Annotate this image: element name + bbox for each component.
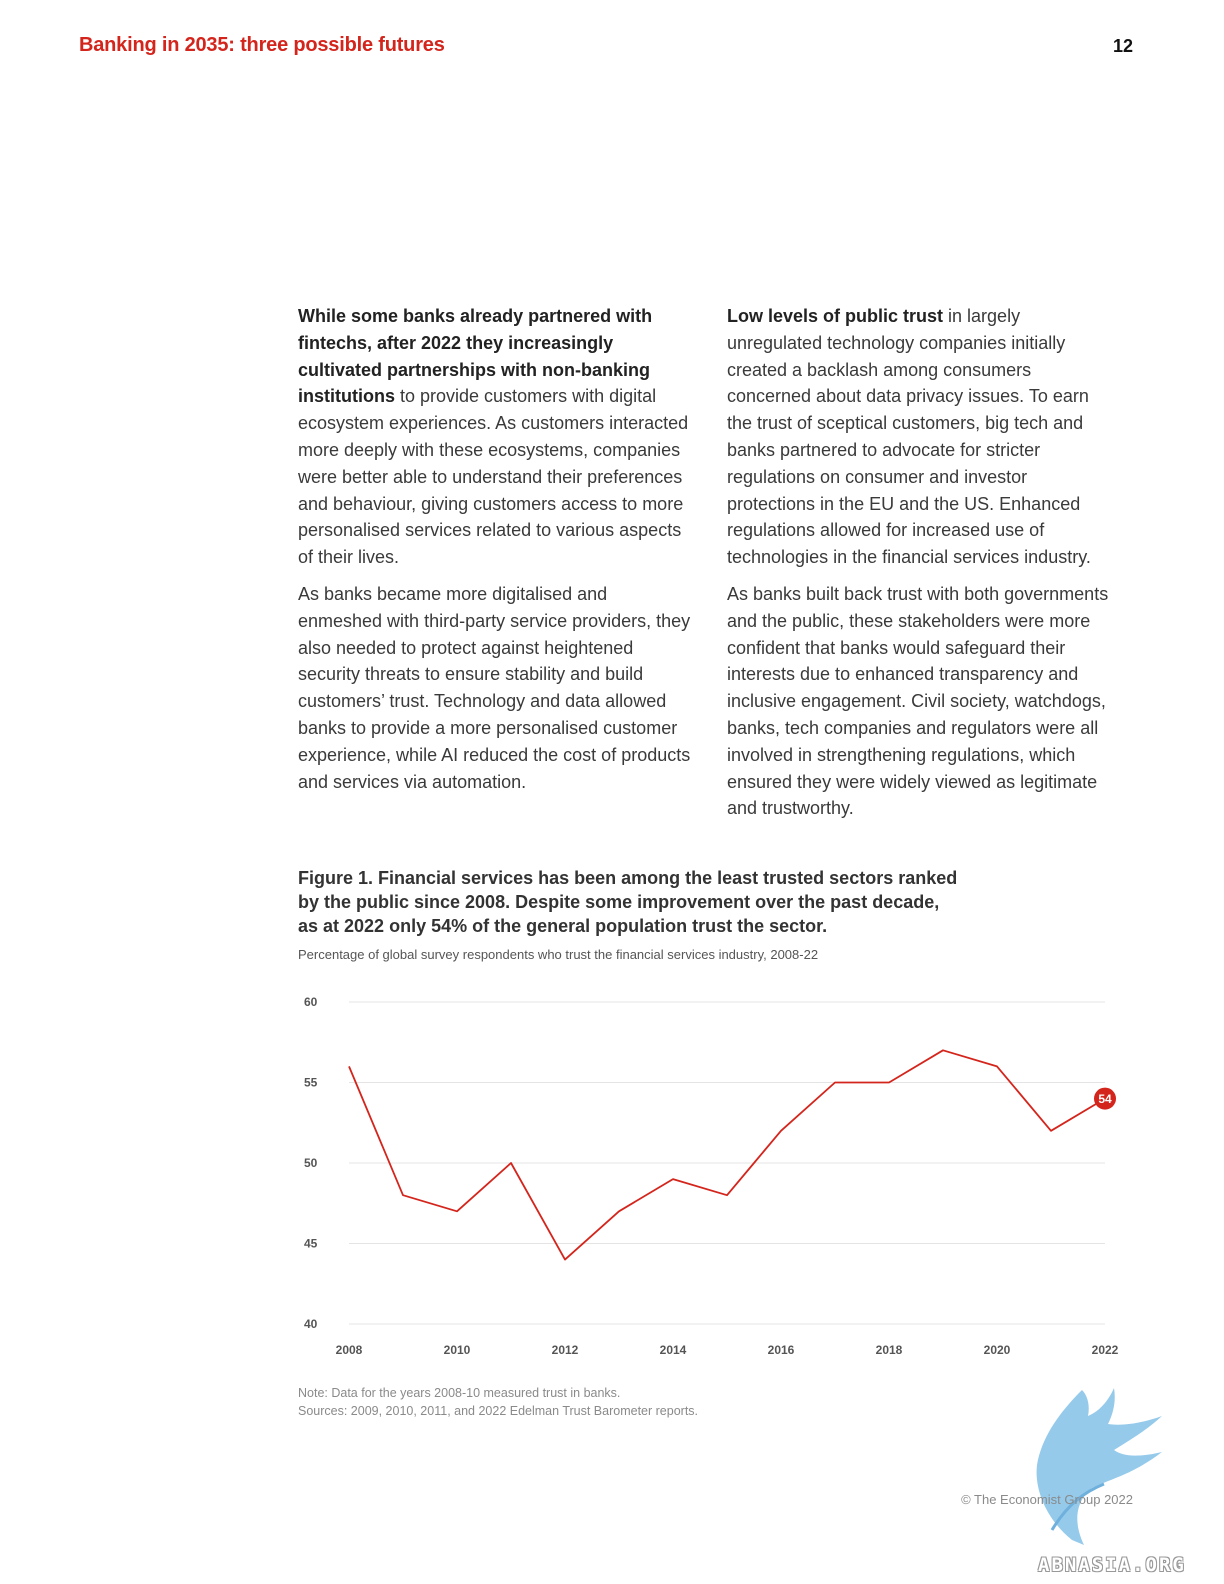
body-column-left: While some banks already partnered with … (298, 303, 693, 805)
x-tick-label: 2014 (660, 1343, 687, 1357)
x-tick-label: 2022 (1092, 1343, 1119, 1357)
copyright: © The Economist Group 2022 (961, 1492, 1133, 1507)
trust-line-chart: 60 55 50 45 40 2008 2010 2012 2014 2016 2018 2020 20… (304, 995, 1119, 1357)
end-value-marker (1094, 1087, 1116, 1110)
end-value-label: 54 (1098, 1092, 1112, 1106)
y-tick-label: 45 (304, 1237, 318, 1251)
x-tick-label: 2012 (552, 1343, 579, 1357)
x-tick-label: 2008 (336, 1343, 363, 1357)
paragraph-lead-bold: While some banks already partnered with … (298, 306, 653, 407)
x-tick-label: 2016 (768, 1343, 795, 1357)
figure-notes: Note: Data for the years 2008-10 measure… (298, 1384, 698, 1420)
paragraph-lead-bold: Low levels of public trust (727, 306, 944, 326)
y-tick-label: 55 (304, 1076, 318, 1090)
watermark-text: ABNASIA.ORG (1038, 1554, 1186, 1576)
bird-logo-icon (1036, 1388, 1162, 1545)
y-tick-label: 60 (304, 995, 318, 1009)
x-tick-label: 2018 (876, 1343, 903, 1357)
paragraph-digitalisation: As banks became more digitalised and enm… (298, 583, 691, 792)
paragraph-partnerships: While some banks already partnered with … (298, 303, 693, 571)
paragraph-text: in largely unregulated technology compan… (727, 306, 1091, 568)
y-tick-label: 40 (304, 1317, 318, 1331)
figure-subtitle: Percentage of global survey respondents … (298, 947, 819, 962)
figure-title: Figure 1. Financial services has been am… (298, 868, 958, 936)
paragraph-public-trust: Low levels of public trust in largely un… (727, 303, 1112, 571)
x-tick-label: 2020 (984, 1343, 1011, 1357)
x-tick-label: 2010 (444, 1343, 471, 1357)
figure-note: Note: Data for the years 2008-10 measure… (298, 1386, 621, 1400)
trust-series-line (348, 1049, 1106, 1261)
body-column-right: Low levels of public trust in largely un… (727, 303, 1112, 832)
report-title: Banking in 2035: three possible futures (79, 34, 445, 56)
y-tick-label: 50 (304, 1156, 318, 1170)
paragraph-text: to provide customers with digital ecosys… (298, 386, 689, 568)
figure-sources: Sources: 2009, 2010, 2011, and 2022 Edel… (298, 1404, 699, 1418)
page-number: 12 (1112, 36, 1133, 56)
paragraph-stakeholders: As banks built back trust with both gove… (727, 583, 1109, 819)
